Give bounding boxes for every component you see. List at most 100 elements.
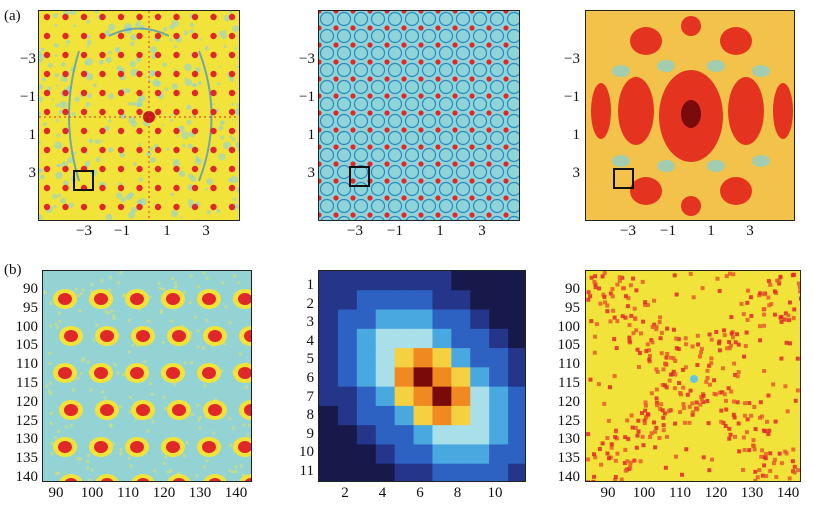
noise-pixel [760, 414, 765, 419]
speckle [131, 101, 136, 107]
ring [421, 96, 437, 112]
xtick-a-middle-1: −3 [347, 223, 363, 239]
noise-pixel [772, 312, 777, 317]
noise-pixel [613, 429, 618, 434]
lattice-dot [99, 32, 106, 40]
speckle [57, 311, 61, 315]
lattice-dot [401, 161, 407, 167]
speckle [130, 68, 138, 77]
noise-pixel [733, 340, 738, 345]
speckle [133, 162, 137, 166]
noise-pixel [608, 291, 613, 296]
ytick-a-right-4: 3 [572, 165, 581, 181]
speckle [229, 135, 233, 139]
lattice-dot [435, 42, 441, 48]
noise-pixel [664, 434, 669, 439]
speckle [187, 143, 193, 149]
ring [353, 147, 369, 163]
lattice-dot [228, 127, 236, 135]
noise-pixel [642, 418, 647, 423]
lattice-dot [117, 146, 125, 154]
ytick-b-right: 110 [558, 356, 580, 373]
ring [421, 181, 437, 197]
speckle [148, 79, 151, 83]
speckle [54, 54, 58, 57]
noise-pixel [694, 400, 699, 405]
lattice-dot [191, 13, 199, 21]
speckle [90, 468, 94, 472]
lattice-dot [486, 178, 492, 184]
noise-pixel [771, 382, 776, 387]
lattice-dot [384, 59, 390, 65]
noise-pixel [606, 481, 610, 482]
noise-pixel [679, 472, 684, 477]
noise-pixel [751, 438, 756, 443]
pixel [356, 463, 377, 481]
noise-pixel [591, 452, 596, 457]
lattice-dot [469, 42, 475, 48]
noise-pixel [672, 386, 677, 391]
noise-pixel [653, 445, 658, 450]
heatmap-a-left [38, 10, 240, 221]
pixel [470, 367, 490, 388]
lattice-dot [503, 42, 509, 48]
pixel [432, 290, 452, 311]
noise-pixel [747, 448, 752, 453]
pixel [375, 328, 396, 349]
hole [612, 155, 630, 167]
speckle [52, 12, 59, 19]
pixel [508, 309, 525, 330]
speckle [171, 277, 175, 281]
xtick-a-left-1: −3 [76, 223, 92, 239]
lattice-dot [136, 32, 143, 40]
speckle [241, 473, 245, 477]
speckle [211, 344, 215, 348]
noise-pixel [654, 396, 659, 401]
lattice-dot [367, 11, 373, 14]
pixel [413, 386, 433, 407]
ring [421, 113, 437, 129]
noise-pixel [678, 410, 683, 415]
ring [472, 113, 488, 129]
noise-pixel [772, 457, 777, 462]
noise-pixel [735, 374, 740, 379]
lattice-dot [154, 51, 162, 59]
noise-pixel [683, 336, 688, 341]
noise-pixel [752, 404, 757, 409]
ring [336, 11, 352, 27]
pixel [470, 425, 490, 445]
noise-pixel [709, 361, 714, 366]
blob [720, 177, 752, 205]
noise-pixel [638, 351, 643, 356]
lattice-dot [62, 165, 69, 173]
noise-pixel [641, 319, 646, 324]
pixel [375, 290, 396, 311]
lattice-dot [503, 127, 509, 133]
speckle [39, 111, 42, 117]
lattice-dot [136, 127, 143, 135]
pixel [319, 290, 339, 311]
noise-pixel [615, 282, 620, 287]
noise-pixel [628, 283, 633, 288]
noise-pixel [705, 368, 710, 373]
speckle [174, 44, 178, 49]
lattice-dot [333, 93, 339, 99]
speckle [203, 384, 207, 388]
ring [319, 62, 335, 78]
speckle [74, 96, 80, 103]
speckle [236, 65, 239, 69]
noise-pixel [767, 428, 772, 433]
pixel [337, 444, 358, 465]
ring [489, 28, 505, 44]
lattice-dot [469, 76, 475, 82]
speckle [71, 388, 75, 392]
xtick-b-middle: 4 [378, 485, 387, 501]
speckle [228, 469, 232, 473]
panel-label-a: (a) [4, 8, 21, 24]
speckle [110, 309, 114, 313]
noise-pixel [623, 315, 628, 320]
ring [388, 215, 402, 220]
noise-pixel [779, 314, 784, 319]
noise-pixel [660, 408, 665, 413]
noise-pixel [661, 367, 666, 372]
